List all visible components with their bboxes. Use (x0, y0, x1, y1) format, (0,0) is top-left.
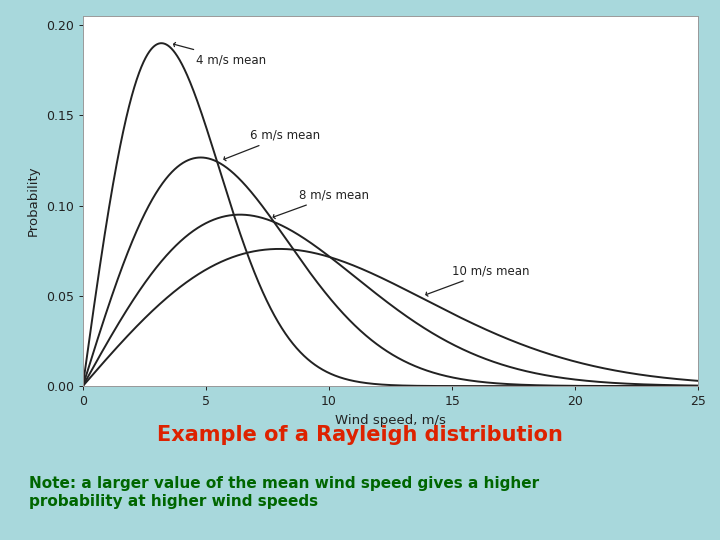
Text: 6 m/s mean: 6 m/s mean (224, 129, 320, 161)
X-axis label: Wind speed, m/s: Wind speed, m/s (336, 414, 446, 427)
Y-axis label: Probability: Probability (27, 166, 40, 237)
Text: 10 m/s mean: 10 m/s mean (426, 264, 530, 296)
Text: 4 m/s mean: 4 m/s mean (174, 43, 266, 66)
Text: 8 m/s mean: 8 m/s mean (274, 188, 369, 219)
Text: Example of a Rayleigh distribution: Example of a Rayleigh distribution (157, 424, 563, 445)
Text: Note: a larger value of the mean wind speed gives a higher
probability at higher: Note: a larger value of the mean wind sp… (29, 476, 539, 509)
